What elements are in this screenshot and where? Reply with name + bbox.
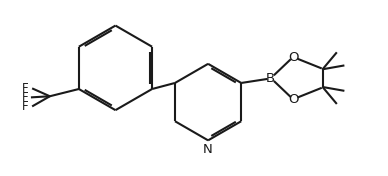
Text: O: O bbox=[288, 51, 299, 64]
Text: O: O bbox=[288, 93, 299, 106]
Text: B: B bbox=[266, 72, 275, 85]
Text: F: F bbox=[22, 91, 29, 104]
Text: N: N bbox=[203, 143, 212, 156]
Text: F: F bbox=[22, 100, 29, 113]
Text: F: F bbox=[22, 82, 29, 95]
